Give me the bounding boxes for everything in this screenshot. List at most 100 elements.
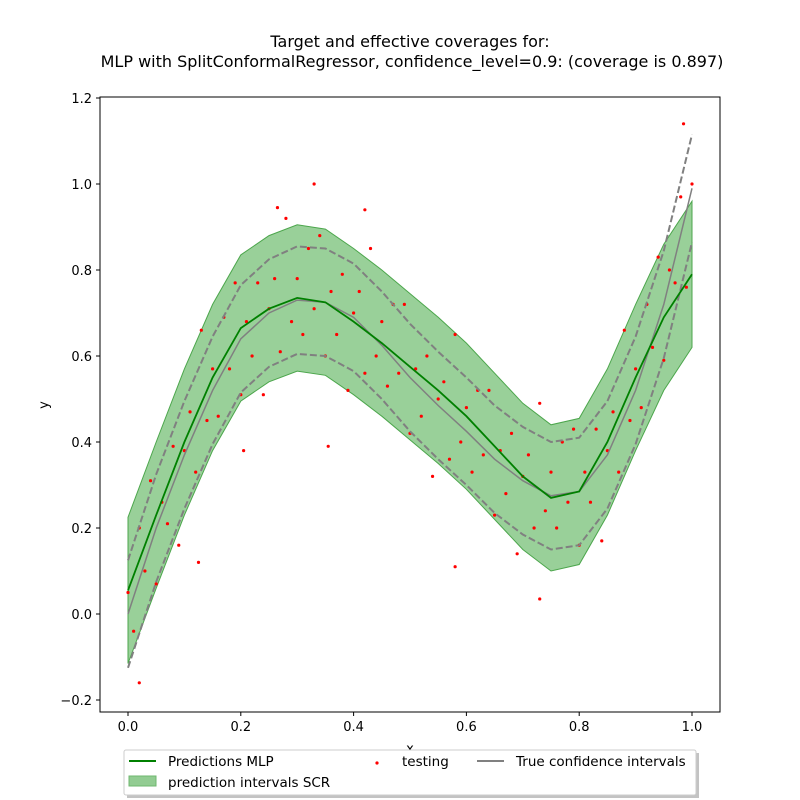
testing-point bbox=[594, 427, 598, 431]
x-tick-label: 0.8 bbox=[569, 720, 590, 735]
testing-point bbox=[143, 569, 147, 573]
testing-point bbox=[622, 328, 626, 332]
testing-point bbox=[289, 320, 294, 324]
testing-point bbox=[447, 457, 452, 461]
x-tick-label: 0.2 bbox=[230, 720, 251, 735]
testing-point bbox=[481, 453, 485, 457]
testing-point bbox=[526, 453, 531, 457]
testing-point bbox=[600, 539, 604, 543]
testing-point bbox=[453, 332, 457, 337]
testing-point bbox=[273, 277, 277, 281]
chart-subtitle: MLP with SplitConformalRegressor, confid… bbox=[101, 52, 724, 72]
testing-point bbox=[487, 388, 491, 392]
testing-point bbox=[634, 367, 638, 371]
true-ci-upper-line bbox=[127, 134, 693, 561]
x-tick-label: 1.0 bbox=[682, 720, 703, 735]
testing-point bbox=[493, 513, 497, 517]
legend-true-ci-label: True confidence intervals bbox=[515, 754, 686, 770]
testing-point bbox=[509, 431, 514, 435]
legend-interval-swatch bbox=[128, 775, 157, 787]
testing-point bbox=[588, 500, 593, 504]
y-tick-label: −0.2 bbox=[60, 694, 92, 709]
testing-point bbox=[199, 328, 203, 332]
testing-point bbox=[165, 522, 170, 526]
testing-point bbox=[216, 414, 220, 418]
testing-point bbox=[436, 397, 440, 401]
testing-point bbox=[504, 492, 508, 496]
testing-point bbox=[515, 552, 519, 556]
testing-point bbox=[368, 246, 373, 251]
testing-point bbox=[250, 354, 254, 358]
testing-point bbox=[679, 195, 683, 199]
testing-point bbox=[256, 281, 260, 285]
testing-point bbox=[419, 414, 423, 418]
testing-point bbox=[628, 418, 632, 423]
testing-point bbox=[538, 401, 542, 405]
y-tick-label: 0.6 bbox=[71, 350, 92, 365]
testing-point bbox=[397, 371, 401, 375]
testing-point bbox=[611, 410, 615, 414]
testing-point bbox=[194, 470, 198, 474]
testing-point bbox=[233, 281, 237, 285]
true-center-line bbox=[127, 188, 693, 615]
testing-point bbox=[295, 277, 299, 281]
testing-point bbox=[275, 206, 280, 210]
testing-point bbox=[684, 285, 688, 289]
testing-point bbox=[667, 268, 672, 272]
testing-point bbox=[538, 597, 542, 601]
testing-point bbox=[261, 393, 265, 397]
axes-frame bbox=[99, 96, 721, 713]
testing-point bbox=[171, 444, 175, 448]
testing-point bbox=[430, 474, 435, 478]
y-tick-label: 1.2 bbox=[71, 92, 92, 107]
testing-point bbox=[346, 388, 350, 392]
chart-title: Target and effective coverages for: bbox=[269, 32, 549, 51]
testing-point bbox=[543, 509, 547, 513]
testing-point bbox=[690, 182, 694, 186]
testing-point bbox=[154, 582, 158, 586]
testing-point bbox=[662, 358, 666, 362]
testing-point bbox=[148, 479, 153, 483]
testing-point bbox=[470, 470, 474, 474]
testing-point bbox=[242, 449, 246, 453]
testing-point bbox=[326, 444, 330, 448]
testing-point bbox=[583, 470, 587, 474]
legend-box bbox=[123, 749, 697, 796]
testing-point bbox=[329, 289, 333, 294]
y-axis: −0.2 0.0 0.2 0.4 0.6 0.8 1.0 1.2 bbox=[60, 92, 100, 709]
testing-point bbox=[312, 307, 316, 311]
testing-point bbox=[453, 565, 457, 569]
testing-point bbox=[278, 350, 282, 354]
testing-point bbox=[211, 367, 215, 371]
testing-point bbox=[566, 500, 570, 504]
legend-testing-swatch bbox=[375, 761, 379, 765]
testing-point bbox=[555, 526, 559, 530]
legend-interval-label: prediction intervals SCR bbox=[168, 775, 330, 791]
y-tick-label: 0.0 bbox=[71, 608, 92, 623]
testing-point bbox=[306, 246, 311, 251]
testing-point bbox=[312, 182, 316, 186]
testing-point bbox=[177, 543, 181, 547]
y-tick-label: 0.8 bbox=[71, 264, 92, 279]
testing-point bbox=[126, 590, 130, 595]
testing-point bbox=[244, 320, 249, 324]
testing-point bbox=[681, 122, 686, 126]
testing-point bbox=[137, 681, 141, 685]
testing-point bbox=[385, 384, 390, 388]
testing-point bbox=[374, 354, 378, 358]
testing-point bbox=[571, 427, 576, 431]
x-tick-label: 0.6 bbox=[456, 720, 477, 735]
true-ci-lower-line bbox=[127, 241, 693, 669]
testing-point bbox=[639, 406, 643, 410]
testing-point bbox=[673, 281, 677, 285]
legend-testing-label: testing bbox=[402, 754, 449, 770]
testing-point bbox=[464, 406, 468, 410]
testing-point bbox=[549, 470, 553, 474]
testing-point bbox=[227, 367, 232, 371]
testing-point bbox=[352, 311, 356, 315]
testing-point bbox=[318, 234, 322, 238]
y-tick-label: 0.4 bbox=[71, 436, 92, 451]
x-axis: 0.0 0.2 0.4 0.6 0.8 1.0 bbox=[118, 712, 703, 735]
y-tick-label: 1.0 bbox=[71, 178, 92, 193]
